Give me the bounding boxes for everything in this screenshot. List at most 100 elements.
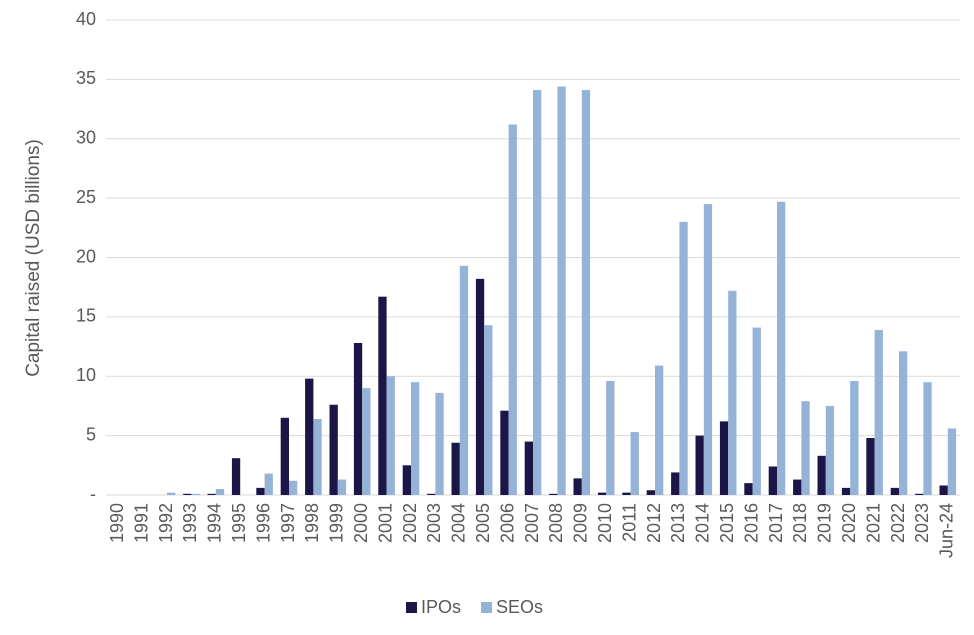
bar bbox=[378, 296, 387, 495]
x-tick-label: 2003 bbox=[424, 503, 444, 543]
bar bbox=[557, 86, 566, 495]
bar bbox=[939, 485, 948, 495]
bar bbox=[329, 404, 338, 495]
x-tick-label: 1993 bbox=[180, 503, 200, 543]
bar bbox=[622, 492, 631, 495]
bar bbox=[850, 381, 859, 495]
bar bbox=[411, 382, 420, 495]
x-tick-label: 2006 bbox=[497, 503, 517, 543]
bar bbox=[459, 265, 469, 495]
x-tick-label: 2012 bbox=[644, 503, 664, 543]
bar bbox=[167, 492, 176, 495]
legend-swatch bbox=[481, 602, 493, 613]
x-tick-label: 1998 bbox=[302, 503, 322, 543]
bar bbox=[337, 479, 347, 495]
x-tick-label: 2013 bbox=[668, 503, 688, 543]
bar bbox=[386, 376, 395, 495]
bar bbox=[719, 421, 729, 495]
y-tick-label: - bbox=[90, 484, 96, 504]
x-tick-label: 2020 bbox=[839, 503, 859, 543]
legend-swatch bbox=[406, 602, 417, 613]
bar bbox=[353, 343, 363, 495]
bar bbox=[728, 290, 737, 495]
bar bbox=[923, 382, 932, 495]
bar bbox=[231, 458, 241, 495]
bar bbox=[475, 278, 485, 495]
x-tick-label: 1992 bbox=[156, 503, 176, 543]
bar bbox=[777, 201, 786, 495]
bar bbox=[915, 493, 924, 495]
x-tick-label: 2004 bbox=[449, 503, 469, 543]
bar bbox=[655, 365, 664, 495]
y-tick-label: 25 bbox=[76, 187, 96, 207]
x-tick-label: 2001 bbox=[375, 503, 395, 543]
bar bbox=[435, 392, 444, 495]
x-tick-label: 2009 bbox=[571, 503, 591, 543]
x-tick-label: Jun-24 bbox=[937, 503, 957, 558]
x-tick-label: 2011 bbox=[619, 503, 639, 542]
bar bbox=[899, 351, 908, 495]
x-tick-label: 2019 bbox=[815, 503, 835, 543]
bar bbox=[215, 489, 225, 495]
x-tick-label: 2017 bbox=[766, 503, 786, 543]
x-tick-label: 2016 bbox=[741, 503, 761, 543]
bar bbox=[451, 442, 460, 495]
x-tick-label: 1994 bbox=[205, 503, 225, 543]
x-tick-label: 1996 bbox=[253, 503, 273, 543]
y-axis-label: Capital raised (USD billions) bbox=[23, 139, 44, 377]
x-tick-label: 2023 bbox=[912, 503, 932, 543]
bar bbox=[817, 455, 826, 495]
bar bbox=[679, 221, 688, 495]
bar bbox=[362, 388, 371, 495]
y-tick-label: 15 bbox=[76, 306, 96, 326]
x-tick-label: 2014 bbox=[693, 503, 713, 543]
bar bbox=[533, 90, 542, 495]
bar bbox=[256, 487, 265, 495]
bar bbox=[313, 419, 322, 495]
bar bbox=[289, 480, 298, 495]
bar bbox=[744, 483, 753, 495]
x-tick-label: 2007 bbox=[522, 503, 542, 543]
bar bbox=[890, 487, 899, 495]
bar bbox=[524, 441, 533, 495]
x-tick-label: 2000 bbox=[351, 503, 371, 543]
y-tick-label: 30 bbox=[76, 128, 96, 148]
x-tick-label: 2022 bbox=[888, 503, 908, 543]
x-tick-label: 2008 bbox=[546, 503, 566, 543]
bar bbox=[793, 479, 802, 495]
y-tick-label: 40 bbox=[76, 9, 96, 29]
bar bbox=[484, 325, 493, 495]
x-tick-label: 2005 bbox=[473, 503, 493, 543]
bar bbox=[630, 432, 639, 495]
x-tick-label: 2010 bbox=[595, 503, 615, 543]
y-tick-label: 10 bbox=[76, 365, 96, 385]
x-tick-label: 2021 bbox=[863, 503, 883, 543]
bar bbox=[671, 472, 680, 495]
bar bbox=[703, 204, 713, 495]
bar bbox=[549, 493, 558, 495]
y-tick-label: 35 bbox=[76, 68, 96, 88]
x-tick-label: 2015 bbox=[717, 503, 737, 543]
bar bbox=[646, 490, 655, 495]
bar bbox=[191, 493, 200, 495]
y-tick-label: 5 bbox=[86, 424, 96, 444]
bar bbox=[183, 493, 192, 495]
bar bbox=[801, 401, 810, 495]
bar bbox=[402, 465, 411, 495]
bar bbox=[427, 493, 436, 495]
x-tick-label: 1999 bbox=[327, 503, 347, 543]
x-tick-label: 1997 bbox=[278, 503, 298, 543]
bar bbox=[581, 90, 591, 495]
bar bbox=[695, 435, 704, 495]
bar bbox=[606, 381, 615, 495]
legend-label: SEOs bbox=[496, 597, 543, 617]
legend-label: IPOs bbox=[421, 597, 461, 617]
bar bbox=[500, 410, 509, 495]
y-tick-label: 20 bbox=[76, 246, 96, 266]
bar bbox=[874, 329, 883, 495]
x-tick-label: 1995 bbox=[229, 503, 249, 543]
x-tick-label: 2018 bbox=[790, 503, 810, 543]
bar bbox=[573, 478, 582, 495]
bar bbox=[825, 405, 835, 495]
